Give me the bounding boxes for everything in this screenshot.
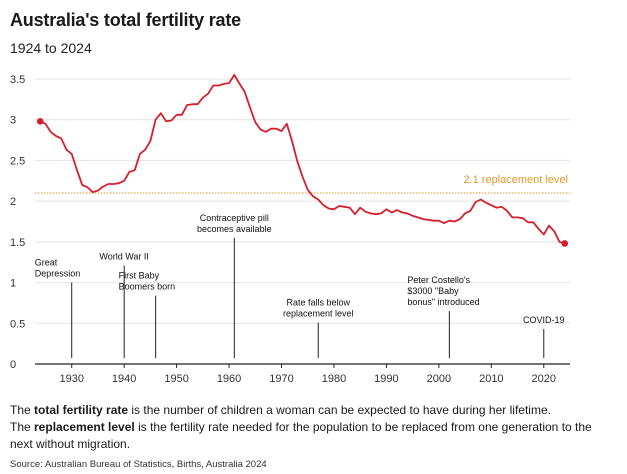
chart-subtitle: 1924 to 2024	[10, 40, 92, 56]
y-tick-label: 0.5	[10, 318, 25, 330]
annotation-label: World War II	[99, 251, 149, 261]
chart-title: Australia's total fertility rate	[10, 10, 241, 30]
x-tick-label: 1980	[322, 373, 346, 385]
y-tick-label: 3	[10, 115, 16, 127]
x-tick-label: 2010	[479, 373, 503, 385]
x-tick-label: 2020	[532, 373, 556, 385]
annotation-label: bonus" introduced	[407, 297, 479, 307]
y-tick-label: 2	[10, 196, 16, 208]
footnotes: The total fertility rate is the number o…	[10, 402, 610, 453]
x-tick-label: 2000	[427, 373, 451, 385]
y-tick-label: 1.5	[10, 237, 25, 249]
fertility-rate-line	[39, 74, 566, 245]
endpoint-marker	[561, 240, 569, 247]
y-tick-label: 2.5	[10, 155, 25, 167]
annotation-label: becomes available	[197, 224, 272, 234]
fertility-chart: 0 0.5 1 1.5 2 2.5 3 3.5 1930 1940 1950 1960 1970 1980…	[10, 74, 570, 385]
y-tick-label: 1	[10, 278, 16, 290]
annotation-label: Peter Costello's	[407, 275, 470, 285]
annotation-label: Great	[35, 258, 58, 268]
x-tick-label: 1950	[164, 373, 188, 385]
y-tick-label: 3.5	[10, 74, 25, 86]
x-tick-label: 1990	[374, 373, 398, 385]
x-tick-label: 1930	[59, 373, 83, 385]
x-tick-label: 1940	[112, 373, 136, 385]
replacement-level-label: 2.1 replacement level	[463, 174, 568, 186]
note-tfr: The total fertility rate is the number o…	[10, 403, 551, 417]
annotation-label: Rate falls below	[286, 297, 350, 307]
annotation-label: $3000 "Baby	[407, 286, 459, 296]
annotation-label: Boomers born	[119, 282, 176, 292]
y-tick-label: 0	[10, 359, 16, 371]
x-tick-label: 1960	[217, 373, 241, 385]
source-note: Source: Australian Bureau of Statistics,…	[10, 459, 267, 470]
annotation-label: replacement level	[283, 308, 354, 318]
annotation-label: COVID-19	[523, 315, 565, 325]
annotation-label: Contraceptive pill	[200, 213, 269, 223]
annotation-label: Depression	[35, 269, 81, 279]
note-replacement-term: replacement level	[34, 420, 135, 434]
endpoint-marker	[36, 118, 44, 125]
x-tick-label: 1970	[269, 373, 293, 385]
note-tfr-term: total fertility rate	[34, 403, 129, 417]
note-replacement: The replacement level is the fertility r…	[10, 420, 592, 451]
annotation-label: First Baby	[119, 271, 160, 281]
